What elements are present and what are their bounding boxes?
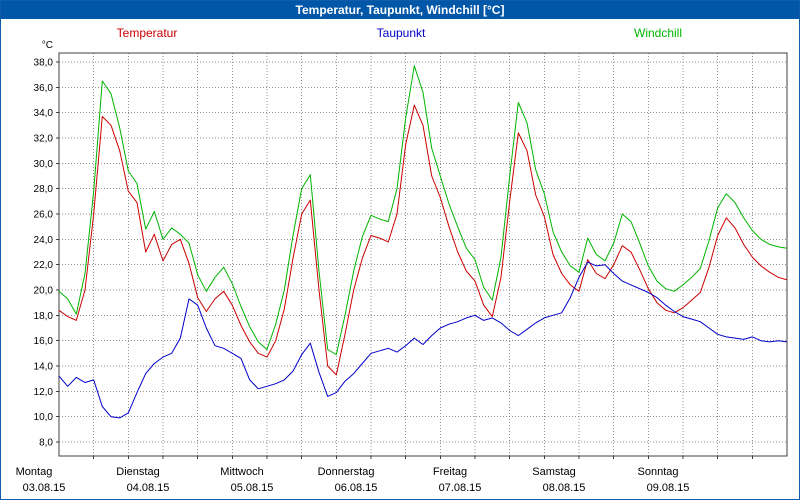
svg-text:32,0: 32,0 [34,134,54,145]
svg-text:16,0: 16,0 [34,336,54,347]
svg-text:Dienstag: Dienstag [116,466,159,478]
legend-item-dewpoint: Taupunkt [376,26,426,40]
svg-text:04.08.15: 04.08.15 [127,482,170,494]
svg-text:05.08.15: 05.08.15 [231,482,274,494]
svg-text:8,0: 8,0 [39,438,53,449]
svg-text:Mittwoch: Mittwoch [220,466,263,478]
svg-text:Samstag: Samstag [532,466,575,478]
svg-text:09.08.15: 09.08.15 [647,482,690,494]
svg-text:08.08.15: 08.08.15 [543,482,586,494]
legend-item-windchill: Windchill [633,26,683,40]
svg-text:34,0: 34,0 [34,108,54,119]
svg-text:38,0: 38,0 [34,58,54,69]
svg-text:30,0: 30,0 [34,159,54,170]
svg-text:07.08.15: 07.08.15 [439,482,482,494]
svg-text:24,0: 24,0 [34,235,54,246]
svg-text:06.08.15: 06.08.15 [335,482,378,494]
legend-item-temperature: Temperatur [116,26,178,40]
svg-text:26,0: 26,0 [34,210,54,221]
svg-text:Donnerstag: Donnerstag [318,466,375,478]
svg-text:22,0: 22,0 [34,260,54,271]
svg-text:14,0: 14,0 [34,362,54,373]
svg-text:Sonntag: Sonntag [638,466,679,478]
svg-text:36,0: 36,0 [34,83,54,94]
svg-text:20,0: 20,0 [34,286,54,297]
svg-text:10,0: 10,0 [34,412,54,423]
svg-text:Montag: Montag [16,466,53,478]
svg-text:03.08.15: 03.08.15 [23,482,66,494]
svg-text:Freitag: Freitag [433,466,467,478]
svg-text:12,0: 12,0 [34,387,54,398]
svg-text:28,0: 28,0 [34,184,54,195]
window-title-bar: Temperatur, Taupunkt, Windchill [°C] [1,1,799,19]
svg-text:18,0: 18,0 [34,311,54,322]
svg-text:°C: °C [42,40,53,51]
